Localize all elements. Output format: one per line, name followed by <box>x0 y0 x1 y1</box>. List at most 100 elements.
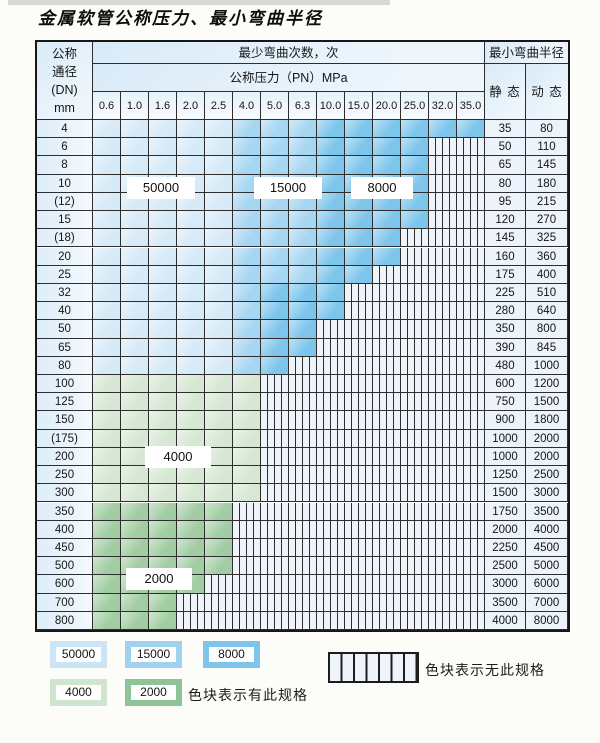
matrix-cell-400-6.3 <box>289 520 317 539</box>
matrix-cell-100-25.0 <box>401 375 429 394</box>
matrix-cell-125-10.0 <box>317 393 345 412</box>
matrix-cell-15-10.0 <box>317 211 345 230</box>
matrix-cell-450-5.0 <box>261 538 289 558</box>
matrix-cell-200-0.6 <box>93 447 121 467</box>
matrix-cell-500-32.0 <box>429 557 457 576</box>
dn-header-line: (DN) <box>51 83 78 97</box>
matrix-cell-150-2.0 <box>177 411 205 430</box>
matrix-cell-100-35.0 <box>457 375 485 394</box>
matrix-cell-10-35.0 <box>457 174 485 193</box>
matrix-cell-8-4.0 <box>233 156 261 175</box>
dn-header-line: mm <box>54 101 75 115</box>
matrix-cell-150-10.0 <box>317 411 345 430</box>
matrix-cell-600-10.0 <box>317 575 345 594</box>
matrix-cell-400-0.6 <box>93 520 121 539</box>
matrix-cell-15-0.6 <box>93 211 121 230</box>
dynamic-cell-40: 640 <box>526 302 568 321</box>
pressure-header: 公称压力（PN）MPa <box>93 64 485 92</box>
matrix-cell-300-20.0 <box>373 484 401 503</box>
zone-label-50000: 50000 <box>127 177 195 199</box>
pressure-col-1.6: 1.6 <box>149 92 177 120</box>
legend-swatch-2000: 2000 <box>125 679 182 706</box>
matrix-cell-65-32.0 <box>429 338 457 357</box>
matrix-cell-25-35.0 <box>457 265 485 284</box>
matrix-cell-8-6.3 <box>289 156 317 175</box>
static-cell-350: 1750 <box>485 502 526 521</box>
static-cell-250: 1250 <box>485 466 526 485</box>
matrix-cell-(12)-32.0 <box>429 192 457 212</box>
matrix-cell-4-1.0 <box>121 120 149 139</box>
matrix-cell-50-5.0 <box>261 320 289 339</box>
matrix-cell-15-32.0 <box>429 211 457 230</box>
dn-cell-65: 65 <box>37 338 93 357</box>
matrix-cell-65-15.0 <box>345 338 373 357</box>
matrix-cell-32-6.3 <box>289 283 317 303</box>
matrix-cell-350-6.3 <box>289 502 317 521</box>
matrix-cell-450-25.0 <box>401 538 429 558</box>
pressure-col-2.0: 2.0 <box>177 92 205 120</box>
static-cell-100: 600 <box>485 375 526 394</box>
static-cell-150: 900 <box>485 411 526 430</box>
matrix-cell-10-32.0 <box>429 174 457 193</box>
matrix-cell-450-1.0 <box>121 538 149 558</box>
matrix-cell-8-2.5 <box>205 156 233 175</box>
legend-swatch-50000: 50000 <box>50 641 107 668</box>
matrix-cell-300-4.0 <box>233 484 261 503</box>
legend-has-spec-note: 色块表示有此规格 <box>188 687 308 703</box>
matrix-cell-500-35.0 <box>457 557 485 576</box>
matrix-cell-32-5.0 <box>261 283 289 303</box>
matrix-cell-32-20.0 <box>373 283 401 303</box>
matrix-cell-700-6.3 <box>289 593 317 612</box>
matrix-cell-300-1.0 <box>121 484 149 503</box>
matrix-cell-32-15.0 <box>345 283 373 303</box>
zone-label-15000: 15000 <box>254 177 322 199</box>
page-title: 金属软管公称压力、最小弯曲半径 <box>38 9 323 29</box>
matrix-cell-250-15.0 <box>345 466 373 485</box>
matrix-cell-20-1.0 <box>121 247 149 266</box>
static-cell-(12): 95 <box>485 192 526 212</box>
matrix-cell-250-25.0 <box>401 466 429 485</box>
dn-cell-32: 32 <box>37 283 93 303</box>
dynamic-cell-6: 110 <box>526 138 568 157</box>
matrix-cell-125-15.0 <box>345 393 373 412</box>
matrix-cell-700-1.6 <box>149 593 177 612</box>
matrix-cell-15-4.0 <box>233 211 261 230</box>
matrix-cell-20-1.6 <box>149 247 177 266</box>
matrix-cell-(18)-35.0 <box>457 229 485 248</box>
matrix-cell-600-0.6 <box>93 575 121 594</box>
matrix-cell-300-32.0 <box>429 484 457 503</box>
static-cell-600: 3000 <box>485 575 526 594</box>
matrix-cell-800-6.3 <box>289 611 317 630</box>
matrix-cell-700-2.5 <box>205 593 233 612</box>
legend-swatch-4000: 4000 <box>50 679 107 706</box>
matrix-cell-8-1.0 <box>121 156 149 175</box>
matrix-cell-100-15.0 <box>345 375 373 394</box>
matrix-cell-250-0.6 <box>93 466 121 485</box>
matrix-cell-800-10.0 <box>317 611 345 630</box>
static-cell-65: 390 <box>485 338 526 357</box>
matrix-cell-300-2.5 <box>205 484 233 503</box>
static-cell-700: 3500 <box>485 593 526 612</box>
matrix-cell-200-15.0 <box>345 447 373 467</box>
matrix-cell-400-15.0 <box>345 520 373 539</box>
matrix-cell-300-10.0 <box>317 484 345 503</box>
scan-artifact-strip <box>8 0 390 5</box>
matrix-cell-250-2.5 <box>205 466 233 485</box>
matrix-cell-200-6.3 <box>289 447 317 467</box>
matrix-cell-250-5.0 <box>261 466 289 485</box>
matrix-cell-20-6.3 <box>289 247 317 266</box>
matrix-cell-150-0.6 <box>93 411 121 430</box>
matrix-cell-300-0.6 <box>93 484 121 503</box>
matrix-cell-65-5.0 <box>261 338 289 357</box>
matrix-cell-20-15.0 <box>345 247 373 266</box>
static-cell-32: 225 <box>485 283 526 303</box>
matrix-cell-8-5.0 <box>261 156 289 175</box>
matrix-cell-250-4.0 <box>233 466 261 485</box>
matrix-cell-25-32.0 <box>429 265 457 284</box>
matrix-cell-200-25.0 <box>401 447 429 467</box>
matrix-cell-8-2.0 <box>177 156 205 175</box>
matrix-cell-100-1.6 <box>149 375 177 394</box>
dn-cell-8: 8 <box>37 156 93 175</box>
matrix-cell-150-2.5 <box>205 411 233 430</box>
matrix-cell-125-2.5 <box>205 393 233 412</box>
